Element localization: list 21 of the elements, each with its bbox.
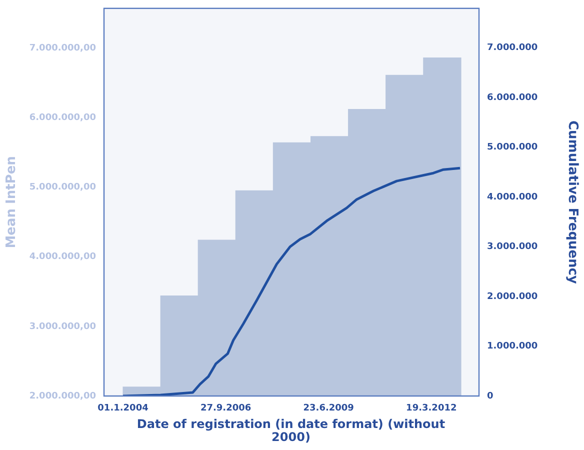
y-tick-label: 7.000.000,00: [29, 43, 96, 54]
y-tick-label: 6.000.000,00: [29, 112, 96, 123]
y2-tick-label: 7.000.000: [487, 43, 538, 54]
y-tick-label: 4.000.000,00: [29, 252, 96, 262]
x-tick-label: 01.1.2004: [98, 404, 148, 414]
y-axis-title: Mean IntPen: [4, 156, 20, 248]
y2-tick-label: 5.000.000: [487, 142, 538, 153]
y2-tick-label: 2.000.000: [487, 292, 538, 302]
x-tick-label: 19.3.2012: [406, 404, 457, 414]
y2-tick-label: 6.000.000: [487, 92, 538, 103]
y2-tick-label: 4.000.000: [487, 192, 538, 202]
x-axis-title: Date of registration (in date format) (without 2000): [136, 417, 446, 444]
y2-tick-label: 1.000.000: [487, 342, 538, 352]
x-tick-label: 27.9.2006: [200, 404, 252, 414]
y2-axis-title: Cumulative Frequency: [564, 120, 580, 284]
y-tick-label: 5.000.000,00: [29, 182, 96, 193]
x-tick-label: 23.6.2009: [303, 404, 354, 414]
y2-tick-label: 3.000.000: [487, 242, 538, 252]
y-tick-label: 3.000.000,00: [29, 322, 96, 332]
y-tick-label: 2.000.000,00: [29, 391, 96, 402]
y2-tick-label: 0: [487, 391, 494, 402]
